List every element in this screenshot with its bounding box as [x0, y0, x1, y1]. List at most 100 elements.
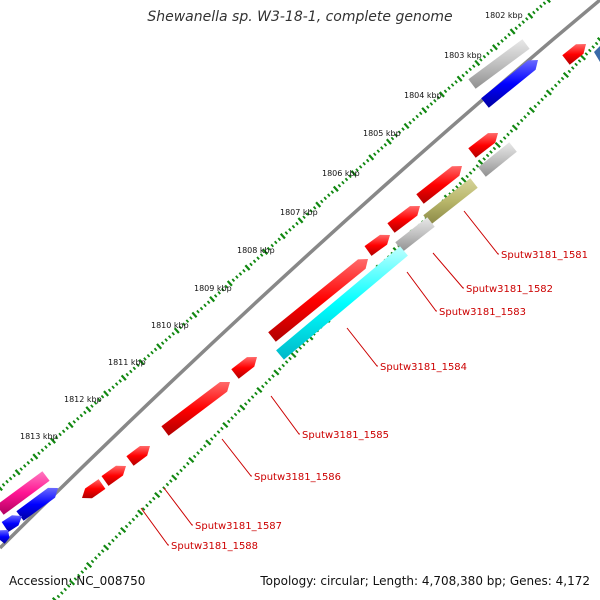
inner-tick-mark [288, 356, 292, 361]
inner-tick-mark [482, 157, 486, 161]
outer-tick-mark [539, 4, 543, 9]
outer-tick-mark [120, 374, 127, 381]
outer-tick-mark [542, 1, 547, 5]
outer-tick-mark [527, 12, 534, 19]
outer-tick-mark [535, 7, 540, 12]
outer-tick-mark [500, 39, 504, 43]
outer-tick-mark [443, 89, 448, 94]
inner-tick-mark [107, 542, 112, 546]
outer-tick-mark [274, 240, 278, 245]
outer-tick-mark [433, 98, 437, 103]
inner-tick-mark [128, 521, 132, 525]
inner-tick-mark [511, 124, 518, 131]
outer-tick-mark [0, 486, 3, 492]
gene-cds-1584[interactable] [268, 259, 368, 342]
inner-tick-mark [226, 419, 231, 424]
outer-tick-mark [464, 70, 469, 75]
outer-tick-mark [456, 75, 463, 82]
gene-label[interactable]: Sputw3181_1585 [302, 430, 389, 441]
gene-trna[interactable] [16, 487, 58, 521]
outer-tick-mark [58, 432, 62, 437]
inner-tick-mark [492, 146, 497, 151]
gene-label[interactable]: Sputw3181_1582 [466, 284, 553, 295]
gene-feature-gray[interactable] [478, 142, 517, 177]
gene-feature-pink[interactable] [0, 471, 50, 515]
gene-cds[interactable] [562, 44, 586, 65]
gene-label[interactable]: Sputw3181_1587 [195, 521, 282, 532]
outer-tick-mark [171, 331, 175, 336]
gene-label-leader [463, 210, 499, 255]
inner-tick-mark [591, 45, 595, 49]
accession-text: Accession: NC_008750 [9, 574, 146, 588]
outer-tick-mark [436, 95, 441, 100]
gene-label[interactable]: Sputw3181_1588 [171, 541, 258, 552]
outer-tick-mark [461, 73, 465, 78]
gene-cds[interactable] [387, 206, 420, 233]
inner-tick-mark [264, 381, 268, 385]
gene-label[interactable]: Sputw3181_1581 [501, 250, 588, 261]
inner-tick-mark [114, 535, 119, 539]
outer-tick-mark [546, 0, 551, 4]
outer-tick-mark [479, 58, 483, 62]
gene-label[interactable]: Sputw3181_1586 [254, 472, 341, 483]
gene-cds[interactable] [364, 234, 391, 256]
gene-cds[interactable] [82, 479, 106, 499]
outer-tick-mark [224, 284, 229, 289]
inner-tick-mark [278, 367, 282, 371]
inner-tick-mark [536, 101, 541, 105]
kbp-label: 1805 kbp [363, 129, 401, 138]
gene-cds[interactable] [416, 166, 462, 204]
outer-tick-mark [341, 180, 345, 185]
outer-tick-mark [295, 221, 299, 226]
gene-cds[interactable] [126, 446, 150, 466]
gene-cds[interactable] [161, 382, 230, 436]
gene-label[interactable]: Sputw3181_1584 [380, 362, 467, 373]
inner-tick-mark [205, 439, 212, 446]
gene-cds[interactable] [231, 357, 257, 379]
inner-tick-mark [557, 80, 561, 84]
inner-tick-mark [209, 437, 214, 441]
inner-tick-mark [271, 374, 275, 378]
outer-tick-mark [394, 133, 398, 138]
gene-feature-gray[interactable] [395, 217, 435, 252]
gene-trna[interactable] [1, 515, 22, 532]
inner-tick-mark [199, 447, 204, 452]
inner-tick-mark [169, 479, 173, 483]
gene-feature-olive[interactable] [423, 178, 478, 225]
outer-tick-mark [503, 35, 508, 40]
outer-tick-mark [65, 426, 69, 430]
outer-tick-mark [206, 300, 211, 305]
inner-tick-mark [141, 507, 146, 511]
outer-tick-mark [408, 120, 412, 125]
outer-tick-mark [164, 338, 168, 342]
gene-label[interactable]: Sputw3181_1583 [439, 307, 526, 318]
gene-cds[interactable] [101, 465, 127, 486]
inner-tick-mark [273, 369, 280, 376]
gene-feature-gray[interactable] [468, 39, 530, 89]
outer-tick-mark [368, 154, 375, 161]
outer-tick-mark [266, 246, 271, 251]
inner-tick-mark [51, 596, 57, 600]
outer-tick-mark [47, 442, 52, 446]
inner-tick-mark [506, 132, 510, 137]
gene-cds[interactable] [468, 133, 498, 158]
outer-tick-mark [438, 91, 445, 98]
gene-trna[interactable] [0, 530, 10, 544]
outer-tick-mark [1, 483, 6, 487]
outer-tick-mark [373, 152, 377, 157]
kbp-label: 1806 kbp [322, 169, 360, 178]
outer-tick-mark [132, 366, 137, 371]
outer-tick-mark [284, 231, 289, 235]
inner-tick-mark [567, 69, 572, 74]
gene-feature-cyan[interactable] [276, 246, 408, 360]
outer-tick-mark [213, 294, 218, 298]
outer-tick-mark [249, 262, 253, 267]
inner-tick-mark [577, 59, 582, 63]
inner-tick-mark [134, 514, 139, 518]
inner-tick-mark [237, 409, 241, 413]
gene-label-leader [270, 395, 300, 435]
inner-tick-mark [290, 351, 297, 359]
gene-trna[interactable] [481, 60, 538, 108]
outer-tick-mark [83, 410, 87, 415]
gene-label-leader [140, 507, 169, 546]
